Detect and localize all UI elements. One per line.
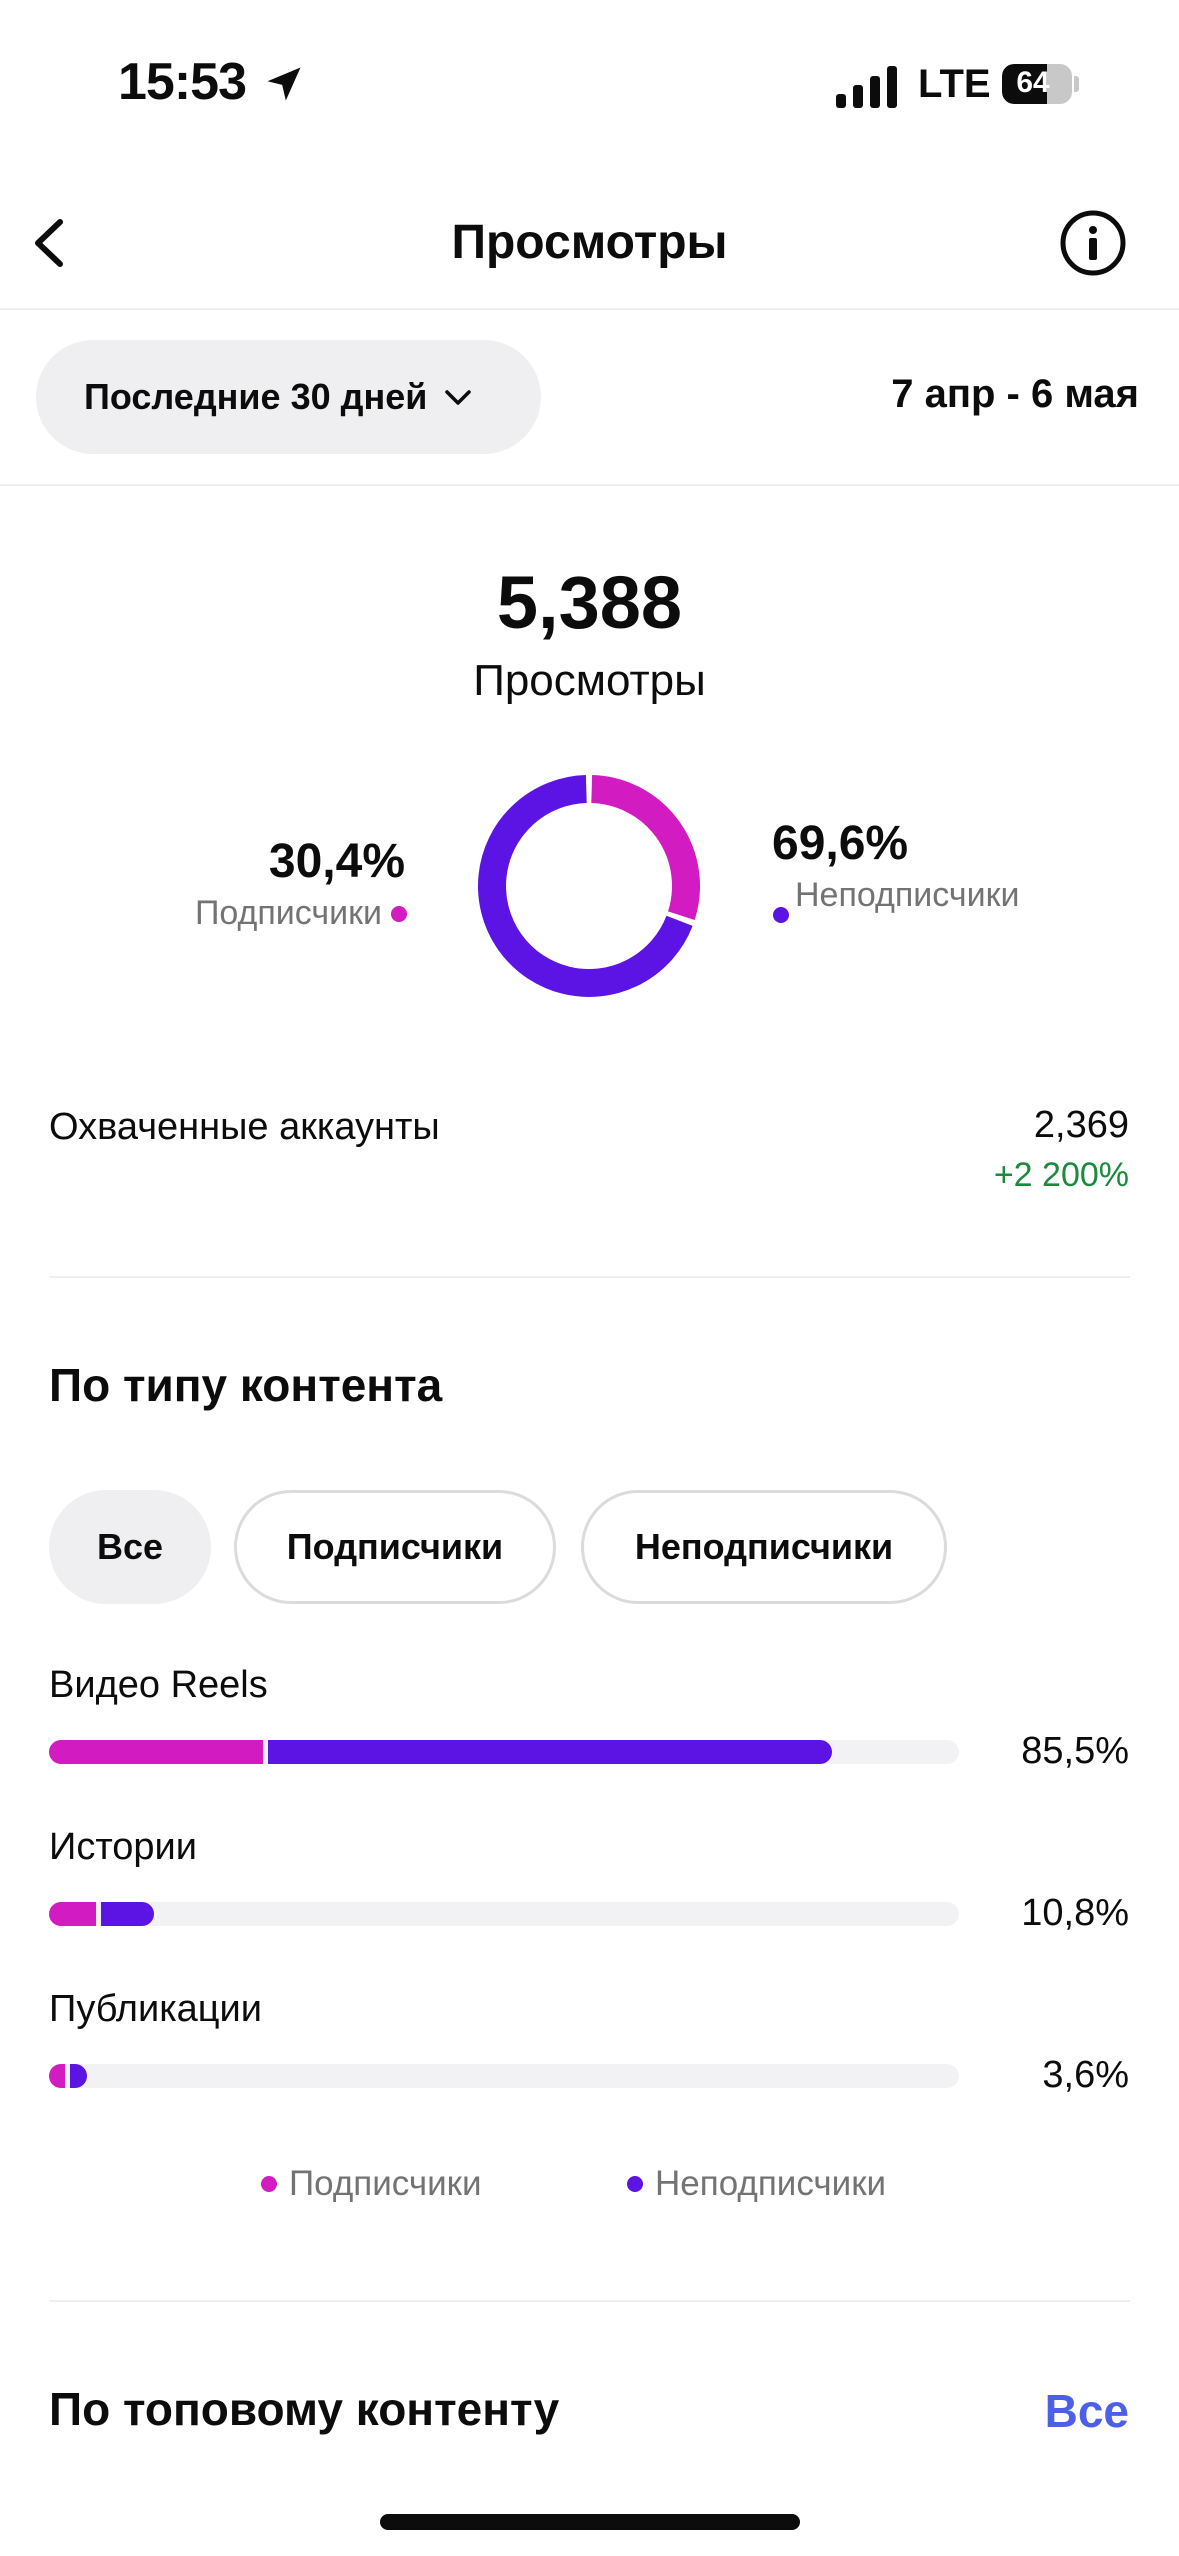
nonfollowers-dot [773,907,789,923]
top-content-title: По топовому контенту [49,2383,560,2435]
total-views-label: Просмотры [473,656,706,705]
accounts-reached-change: +2 200% [993,1156,1129,1194]
views-donut-chart [478,775,700,997]
bar-followers-stories [49,1902,97,1926]
followers-percent: 30,4% [268,835,405,888]
chevron-down-icon [445,390,472,405]
bar-pct-posts: 3,6% [1042,2054,1129,2096]
period-dropdown[interactable]: Последние 30 дней [36,340,541,454]
network-type: LTE [918,62,991,106]
cellular-signal-icon [836,66,897,108]
battery-icon: 64 [1002,64,1079,104]
chip-nonfollowers[interactable]: Неподписчики [581,1490,947,1604]
bar-track-reels [49,1740,959,1764]
bar-label-stories: Истории [49,1826,198,1868]
legend-followers-label: Подписчики [289,2164,482,2203]
section-divider [49,1276,1130,1278]
accounts-reached-value: 2,369 [1033,1104,1129,1146]
legend-followers-dot [261,2176,277,2192]
filter-divider [0,484,1179,486]
bar-track-posts [49,2064,959,2088]
bar-track-stories [49,1902,959,1926]
bar-followers-reels [49,1740,263,1764]
bar-nonfollowers-stories [101,1902,155,1926]
status-time: 15:53 [118,53,247,111]
chip-followers[interactable]: Подписчики [234,1490,556,1604]
legend-nonfollowers-label: Неподписчики [655,2164,887,2203]
nonfollowers-label: Неподписчики [795,876,1020,914]
bar-pct-stories: 10,8% [1021,1892,1129,1934]
nonfollowers-percent: 69,6% [772,817,909,870]
followers-dot [391,906,407,922]
date-range: 7 апр - 6 мая [891,372,1139,416]
section-divider [49,2300,1130,2302]
see-all-link[interactable]: Все [1044,2385,1129,2437]
legend-nonfollowers: Неподписчики [627,2164,886,2204]
donut-slice-followers [590,775,700,920]
period-label: Последние 30 дней [84,376,428,417]
home-indicator[interactable] [380,2514,800,2530]
donut-slice-nonfollowers [478,775,693,997]
total-views-value: 5,388 [496,561,683,644]
back-arrow-icon[interactable] [18,208,88,278]
accounts-reached-label: Охваченные аккаунты [49,1106,440,1148]
bar-pct-reels: 85,5% [1021,1730,1129,1772]
bar-nonfollowers-reels [267,1740,833,1764]
legend-nonfollowers-dot [627,2176,643,2192]
header-divider [0,308,1179,310]
chip-all[interactable]: Все [49,1490,211,1604]
page-title: Просмотры [451,216,728,269]
battery-level: 64 [1016,66,1050,99]
bar-label-reels: Видео Reels [49,1664,268,1706]
location-arrow-icon [267,67,301,101]
bar-nonfollowers-posts [70,2064,87,2088]
legend-followers: Подписчики [261,2164,482,2204]
followers-label: Подписчики [194,894,382,932]
info-icon[interactable] [1058,208,1128,278]
bar-followers-posts [49,2064,66,2088]
content-type-title: По типу контента [49,1359,443,1411]
bar-label-posts: Публикации [49,1988,263,2030]
